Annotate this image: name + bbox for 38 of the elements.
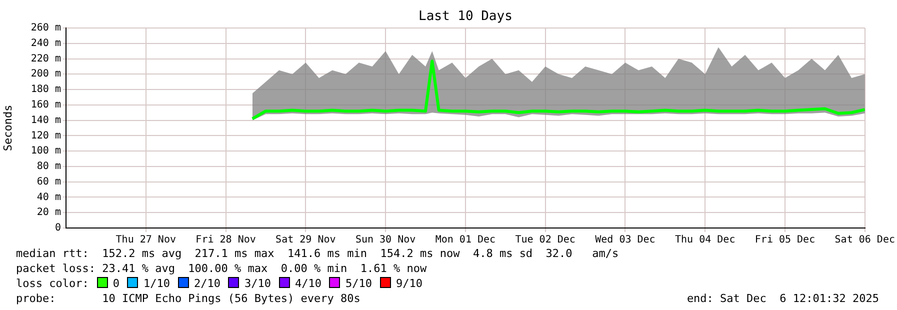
y-tick-label: 80 m	[36, 161, 61, 172]
text: 3/10	[244, 277, 271, 290]
text: 4/10	[294, 277, 322, 290]
y-tick-label: 20 m	[36, 207, 61, 218]
x-tick-label: Fri 28 Nov	[196, 234, 256, 246]
y-tick-label: 160 m	[30, 100, 61, 111]
x-tick-label: Fri 05 Dec	[754, 234, 816, 246]
x-tick-label: Wed 03 Dec	[595, 234, 656, 246]
y-tick-label: 240 m	[30, 38, 61, 49]
x-tick-label: Sat 29 Nov	[276, 234, 336, 246]
y-tick-label: 220 m	[30, 53, 61, 64]
x-tick-label: Sat 06 Dec	[834, 234, 896, 246]
chart-title: Last 10 Days	[418, 9, 512, 24]
x-tick-label: Thu 04 Dec	[675, 234, 736, 246]
text: median rtt: 152.2 ms avg 217.1 ms max 141.6 ms min 154.2 ms now 4.8 ms sd 32.0 am/s	[16, 247, 619, 260]
y-tick-label: 40 m	[36, 192, 61, 203]
y-tick-label: 140 m	[30, 114, 61, 126]
y-tick-label: 100 m	[30, 146, 61, 157]
text: 1/10	[143, 277, 170, 290]
y-tick-label: 0	[54, 222, 61, 234]
y-tick-label: 120 m	[30, 130, 61, 142]
text: end: Sat Dec 6 12:01:32 2025	[686, 291, 879, 306]
x-tick-label: Sun 30 Nov	[355, 234, 416, 246]
text: probe: 10 ICMP Echo Pings (56 Bytes) every 80s	[16, 292, 360, 305]
y-tick-label: 60 m	[36, 176, 61, 188]
text: packet loss: 23.41 % avg 100.00 % max 0.00 % min 1.61 % now	[16, 262, 427, 275]
x-tick-label: Thu 27 Nov	[116, 234, 176, 246]
y-tick-label: 200 m	[30, 68, 61, 80]
x-tick-label: Tue 02 Dec	[515, 234, 576, 246]
y-axis-title: Seconds	[1, 104, 14, 152]
text: 9/10	[396, 277, 422, 290]
y-tick-label: 180 m	[30, 84, 61, 96]
text: 5/10	[345, 277, 372, 290]
y-tick-label: 260 m	[30, 22, 61, 34]
text: loss color:	[16, 277, 89, 290]
x-tick-label: Mon 01 Dec	[435, 234, 496, 246]
text: 0	[112, 277, 120, 290]
text: 2/10	[194, 277, 220, 290]
